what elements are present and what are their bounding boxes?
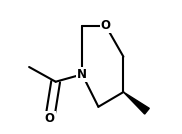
Text: N: N bbox=[77, 68, 87, 81]
Text: O: O bbox=[101, 19, 111, 32]
Polygon shape bbox=[123, 92, 149, 114]
Text: O: O bbox=[45, 112, 55, 125]
